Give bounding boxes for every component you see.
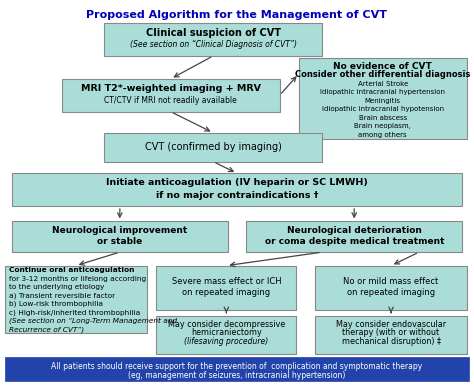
Text: Brain neoplasm,: Brain neoplasm, [355, 123, 411, 129]
Text: to the underlying etiology: to the underlying etiology [9, 284, 105, 290]
Text: a) Transient reversible factor: a) Transient reversible factor [9, 293, 116, 299]
Text: hemicraniectomy: hemicraniectomy [191, 328, 262, 337]
Text: for 3-12 months or lifelong according: for 3-12 months or lifelong according [9, 276, 146, 282]
Text: Continue oral anticoagulation: Continue oral anticoagulation [9, 267, 135, 273]
Text: Consider other differential diagnosis: Consider other differential diagnosis [295, 70, 470, 79]
Text: Arterial Stroke: Arterial Stroke [357, 81, 408, 87]
Text: c) High-risk/inherited thrombophilia: c) High-risk/inherited thrombophilia [9, 310, 141, 316]
Text: (eg, management of seizures, intracranial hypertension): (eg, management of seizures, intracrania… [128, 371, 346, 380]
Text: Initiate anticoagulation (IV heparin or SC LMWH): Initiate anticoagulation (IV heparin or … [106, 178, 368, 187]
FancyBboxPatch shape [62, 79, 280, 112]
Text: Clinical suspicion of CVT: Clinical suspicion of CVT [146, 28, 281, 37]
Text: or stable: or stable [97, 237, 142, 246]
Text: b) Low-risk thrombophilia: b) Low-risk thrombophilia [9, 301, 103, 307]
Text: Brain abscess: Brain abscess [359, 115, 407, 121]
Text: No or mild mass effect: No or mild mass effect [344, 277, 438, 286]
Text: therapy (with or without: therapy (with or without [343, 328, 439, 337]
Text: All patients should receive support for the prevention of  complication and symp: All patients should receive support for … [51, 362, 423, 371]
FancyBboxPatch shape [246, 221, 462, 252]
Text: Neurological improvement: Neurological improvement [52, 226, 187, 235]
FancyBboxPatch shape [5, 357, 469, 381]
Text: Neurological deterioration: Neurological deterioration [287, 226, 422, 235]
Text: or coma despite medical treatment: or coma despite medical treatment [264, 237, 444, 246]
FancyBboxPatch shape [104, 133, 322, 162]
FancyBboxPatch shape [5, 266, 147, 333]
Text: May consider endovascular: May consider endovascular [336, 320, 446, 329]
FancyBboxPatch shape [315, 316, 467, 354]
FancyBboxPatch shape [12, 221, 228, 252]
Text: (See section on “Long-Term Management and: (See section on “Long-Term Management an… [9, 318, 177, 325]
Text: if no major contraindications †: if no major contraindications † [156, 191, 318, 199]
Text: CT/CTV if MRI not readily available: CT/CTV if MRI not readily available [104, 96, 237, 105]
Text: (See section on “Clinical Diagnosis of CVT”): (See section on “Clinical Diagnosis of C… [130, 40, 297, 49]
Text: on repeated imaging: on repeated imaging [182, 288, 270, 297]
Text: CVT (confirmed by imaging): CVT (confirmed by imaging) [145, 142, 282, 152]
Text: on repeated imaging: on repeated imaging [347, 288, 435, 297]
Text: mechanical disruption) ‡: mechanical disruption) ‡ [342, 336, 440, 346]
FancyBboxPatch shape [299, 58, 467, 139]
Text: Meningitis: Meningitis [365, 98, 401, 104]
FancyBboxPatch shape [104, 23, 322, 56]
Text: Proposed Algorithm for the Management of CVT: Proposed Algorithm for the Management of… [86, 10, 388, 20]
Text: MRI T2*-weighted imaging + MRV: MRI T2*-weighted imaging + MRV [81, 84, 261, 93]
Text: Recurrence of CVT”): Recurrence of CVT”) [9, 326, 84, 333]
Text: among others: among others [358, 132, 407, 138]
Text: Idiopathic intracranial hypotension: Idiopathic intracranial hypotension [322, 106, 444, 112]
Text: No evidence of CVT: No evidence of CVT [333, 62, 432, 71]
FancyBboxPatch shape [156, 266, 296, 310]
FancyBboxPatch shape [12, 173, 462, 206]
FancyBboxPatch shape [156, 316, 296, 354]
FancyBboxPatch shape [315, 266, 467, 310]
Text: Severe mass effect or ICH: Severe mass effect or ICH [172, 277, 281, 286]
Text: May consider decompressive: May consider decompressive [168, 320, 285, 329]
Text: Idiopathic intracranial hypertension: Idiopathic intracranial hypertension [320, 89, 445, 95]
Text: (lifesaving procedure): (lifesaving procedure) [184, 336, 268, 346]
